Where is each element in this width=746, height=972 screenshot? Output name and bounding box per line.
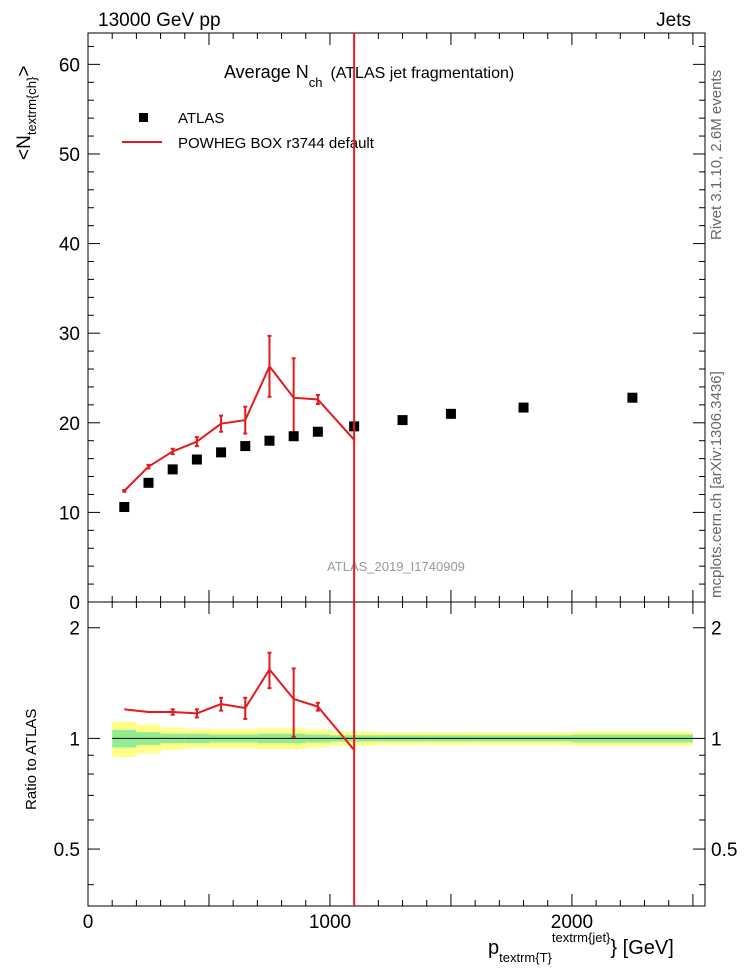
atlas-point: [143, 477, 154, 488]
ratio-panel-frame: [87, 601, 706, 907]
ratio-y-axis-label: Ratio to ATLAS: [23, 709, 40, 810]
atlas-point: [627, 392, 638, 403]
ratio-tick-label-right: 2: [711, 619, 722, 640]
title-sub: ch: [309, 75, 323, 90]
ratio-tick-label-right: 0.5: [711, 840, 737, 861]
powheg-line: [123, 364, 355, 492]
x-tick-label: 0: [83, 912, 94, 933]
y-tick-label: 60: [59, 55, 80, 76]
sidebar-mcplots-text: mcplots.cern.ch [arXiv:1306.3436]: [708, 371, 725, 598]
atlas-point: [288, 431, 299, 442]
chart-title: Average Nch (ATLAS jet fragmentation): [224, 62, 514, 90]
axis-ticks: [87, 33, 705, 906]
y-tick-label: 20: [59, 414, 80, 435]
x-tick-label: 2000: [551, 912, 593, 933]
atlas-point: [445, 408, 456, 419]
legend-marker-atlas: [139, 113, 148, 122]
y-tick-label: 40: [59, 235, 80, 256]
title-main: Average N: [224, 62, 309, 82]
y-tick-label: 50: [59, 145, 80, 166]
y-tick-label: 10: [59, 503, 80, 524]
legend-label-atlas: ATLAS: [178, 110, 224, 127]
legend-label-powheg: POWHEG BOX r3744 default: [178, 135, 375, 152]
ratio-line: [124, 667, 355, 751]
powheg-ratio-series: [124, 651, 355, 751]
xlabel-unit: } [GeV]: [610, 937, 673, 959]
ylabel-pre: <N: [14, 135, 35, 160]
ratio-tick-label-right: 1: [711, 729, 722, 750]
xlabel-sup: textrm{jet}: [552, 930, 611, 945]
powheg-series: [122, 334, 355, 493]
header-right: Jets: [656, 10, 691, 31]
y-axis-label: <Ntextrm{ch}>: [14, 66, 39, 160]
xlabel-p: p: [488, 937, 499, 959]
atlas-point: [191, 454, 202, 465]
sidebar-rivet-text: Rivet 3.1.10, 2.6M events: [708, 69, 725, 240]
ratio-tick-label-left: 1: [69, 729, 80, 750]
atlas-point: [119, 502, 130, 513]
ylabel-sub: textrm{ch}: [24, 76, 39, 135]
atlas-point: [264, 435, 275, 446]
ratio-tick-label-left: 2: [69, 619, 80, 640]
x-tick-label: 1000: [309, 912, 351, 933]
atlas-point: [397, 415, 408, 426]
atlas-point: [240, 441, 251, 452]
ratio-tick-label-left: 0.5: [54, 840, 80, 861]
atlas-series: [119, 392, 638, 513]
title-rest: (ATLAS jet fragmentation): [330, 65, 514, 82]
atlas-point: [167, 464, 178, 475]
atlas-point: [312, 426, 323, 437]
atlas-point: [518, 402, 529, 413]
analysis-watermark: ATLAS_2019_I1740909: [327, 559, 465, 574]
y-tick-label: 0: [69, 593, 80, 614]
xlabel-sub: textrm{T}: [499, 950, 552, 965]
ratio-band: [112, 721, 693, 758]
ylabel-post: >: [14, 66, 35, 77]
atlas-point: [216, 447, 227, 458]
header-left: 13000 GeV pp: [98, 10, 221, 31]
y-tick-label: 30: [59, 324, 80, 345]
x-axis-label: ptextrm{T}textrm{jet}} [GeV]: [488, 930, 674, 965]
